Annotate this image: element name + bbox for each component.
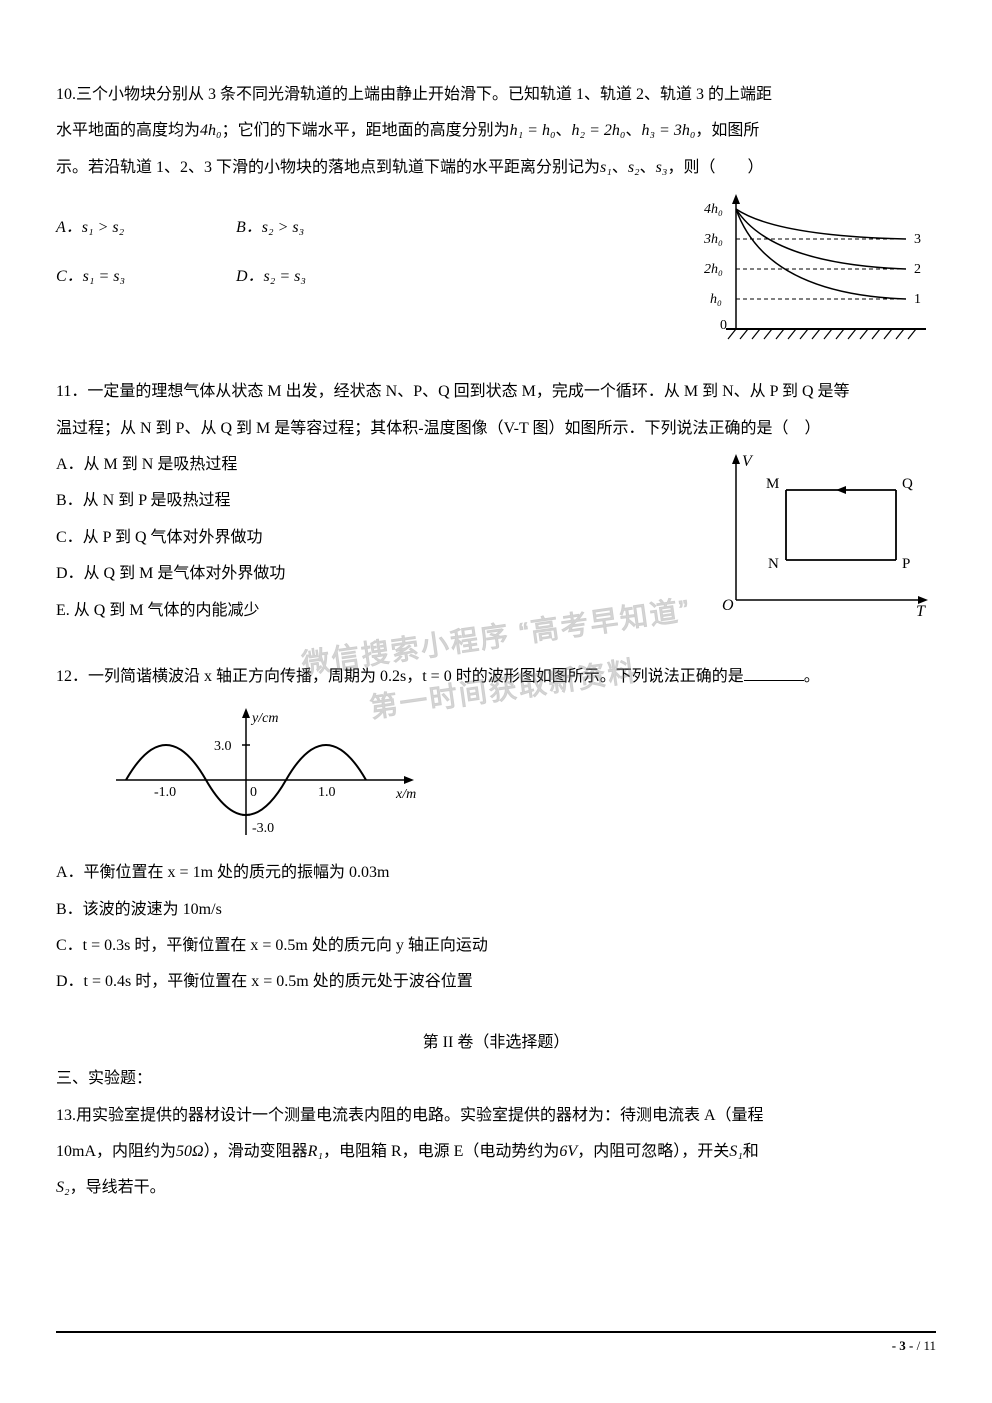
q11-option-b: B．从 N 到 P 是吸热过程: [56, 486, 686, 516]
q11-line1: 11．一定量的理想气体从状态 M 出发，经状态 N、P、Q 回到状态 M，完成一…: [56, 377, 936, 407]
q12-option-c: C．t = 0.3s 时，平衡位置在 x = 0.5m 处的质元向 y 轴正向运…: [56, 931, 936, 961]
section-2-sub: 三、实验题：: [56, 1064, 936, 1094]
svg-text:3: 3: [914, 232, 921, 247]
svg-text:O: O: [722, 597, 734, 614]
svg-text:M: M: [766, 476, 779, 492]
svg-text:x/m: x/m: [395, 787, 416, 802]
q13-line1: 13.用实验室提供的器材设计一个测量电流表内阻的电路。实验室提供的器材为：待测电…: [56, 1101, 936, 1131]
svg-text:2: 2: [914, 262, 921, 277]
footer-line: [56, 1331, 936, 1333]
svg-text:0: 0: [250, 785, 257, 800]
q11-option-d: D．从 Q 到 M 是气体对外界做功: [56, 559, 686, 589]
q11-diagram: M Q N P V O T: [706, 450, 936, 632]
question-12: 12．一列简谐横波沿 x 轴正方向传播，周期为 0.2s，t = 0 时的波形图…: [56, 662, 936, 998]
q10-diagram: 4h₀ 3h₀ 2h₀ h₀ 0 3 2 1: [686, 189, 936, 349]
svg-text:3h₀: 3h₀: [703, 232, 723, 247]
q10-option-d: D．s₂ = s₃: [236, 262, 356, 292]
svg-text:V: V: [742, 453, 754, 470]
q13-line2: 10mA，内阻约为50Ω），滑动变阻器R₁，电阻箱 R，电源 E（电动势约为6V…: [56, 1137, 936, 1167]
q10-option-a: A．s₁ > s₂: [56, 213, 176, 243]
q12-option-b: B．该波的波速为 10m/s: [56, 895, 936, 925]
svg-text:N: N: [768, 556, 779, 572]
q11-option-c: C．从 P 到 Q 气体对外界做功: [56, 523, 686, 553]
q11-option-a: A．从 M 到 N 是吸热过程: [56, 450, 686, 480]
page-number: - 3 - / 11: [892, 1334, 936, 1359]
q13-line3: S₂，导线若干。: [56, 1173, 936, 1203]
svg-text:2h₀: 2h₀: [704, 262, 723, 277]
svg-text:-1.0: -1.0: [154, 785, 176, 800]
question-10: 10.三个小物块分别从 3 条不同光滑轨道的上端由静止开始滑下。已知轨道 1、轨…: [56, 80, 936, 349]
svg-text:1: 1: [914, 292, 921, 307]
svg-text:h₀: h₀: [710, 292, 722, 307]
svg-text:1.0: 1.0: [318, 785, 336, 800]
svg-text:4h₀: 4h₀: [704, 202, 723, 217]
q12-option-d: D．t = 0.4s 时，平衡位置在 x = 0.5m 处的质元处于波谷位置: [56, 967, 936, 997]
svg-text:P: P: [902, 556, 910, 572]
question-11: 11．一定量的理想气体从状态 M 出发，经状态 N、P、Q 回到状态 M，完成一…: [56, 377, 936, 632]
svg-text:T: T: [916, 603, 926, 620]
q10-option-c: C．s₁ = s₃: [56, 262, 176, 292]
q12-option-a: A．平衡位置在 x = 1m 处的质元的振幅为 0.03m: [56, 858, 936, 888]
q10-option-b: B．s₂ > s₃: [236, 213, 356, 243]
q12-line1: 12．一列简谐横波沿 x 轴正方向传播，周期为 0.2s，t = 0 时的波形图…: [56, 662, 936, 692]
svg-text:0: 0: [720, 318, 727, 333]
q11-line2: 温过程；从 N 到 P、从 Q 到 M 是等容过程；其体积-温度图像（V-T 图…: [56, 414, 936, 444]
q11-option-e: E. 从 Q 到 M 气体的内能减少: [56, 596, 686, 626]
q10-line2: 水平地面的高度均为4h₀；它们的下端水平，距地面的高度分别为h₁ = h₀、h₂…: [56, 116, 936, 146]
section-2-title: 第 II 卷（非选择题）: [56, 1028, 936, 1058]
q10-line3: 示。若沿轨道 1、2、3 下滑的小物块的落地点到轨道下端的水平距离分别记为s₁、…: [56, 153, 936, 183]
svg-text:Q: Q: [902, 476, 913, 492]
q10-line1: 10.三个小物块分别从 3 条不同光滑轨道的上端由静止开始滑下。已知轨道 1、轨…: [56, 80, 936, 110]
section-2: 第 II 卷（非选择题） 三、实验题： 13.用实验室提供的器材设计一个测量电流…: [56, 1028, 936, 1204]
svg-text:-3.0: -3.0: [252, 821, 274, 836]
q12-diagram: 3.0 -3.0 -1.0 0 1.0 y/cm x/m: [96, 700, 936, 850]
svg-text:3.0: 3.0: [214, 739, 232, 754]
svg-text:y/cm: y/cm: [250, 711, 278, 726]
